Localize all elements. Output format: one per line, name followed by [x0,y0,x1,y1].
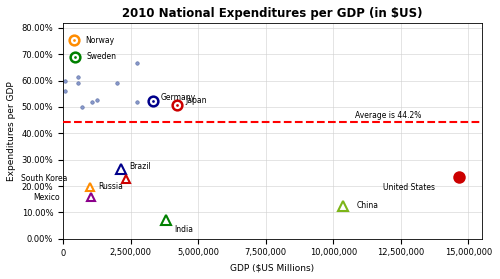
Text: Russia: Russia [98,182,124,191]
Text: Mexico: Mexico [33,193,60,202]
Text: Brazil: Brazil [129,162,151,171]
Title: 2010 National Expenditures per GDP (in $US): 2010 National Expenditures per GDP (in $… [122,7,422,20]
Text: Average is 44.2%: Average is 44.2% [355,111,422,120]
X-axis label: GDP ($US Millions): GDP ($US Millions) [230,263,314,272]
Text: Norway: Norway [86,36,114,45]
Text: India: India [174,225,193,234]
Text: Japan: Japan [185,96,206,105]
Y-axis label: Expenditures per GDP: Expenditures per GDP [7,81,16,181]
Text: Germany: Germany [161,93,196,102]
Text: Sweden: Sweden [86,52,117,61]
Text: China: China [357,201,379,210]
Text: United States: United States [383,183,435,192]
Text: South Korea: South Korea [21,174,68,183]
